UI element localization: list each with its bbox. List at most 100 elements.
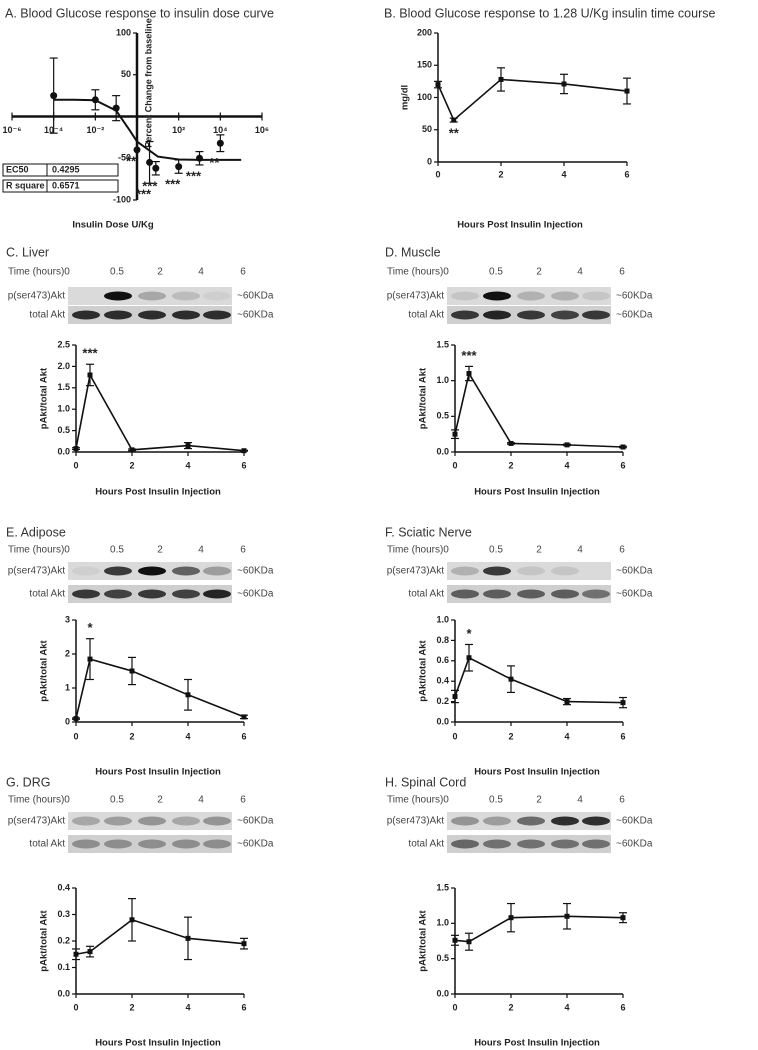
blot-band bbox=[172, 291, 200, 301]
y-tick-label: 0 bbox=[427, 156, 432, 166]
blot-band bbox=[582, 816, 610, 826]
panel-title: C. Liver bbox=[6, 245, 49, 259]
data-point bbox=[185, 443, 191, 449]
blot-band bbox=[483, 589, 511, 599]
y-tick-label: 0.4 bbox=[436, 676, 449, 686]
data-point bbox=[216, 139, 224, 147]
blot-row-label: total Akt bbox=[408, 839, 444, 850]
x-tick-label: 6 bbox=[620, 731, 625, 741]
data-point bbox=[508, 676, 514, 682]
blot-band bbox=[551, 839, 579, 849]
lane-label: 4 bbox=[577, 795, 583, 806]
data-point bbox=[564, 913, 570, 919]
blot-band bbox=[551, 816, 579, 826]
panel-title: E. Adipose bbox=[6, 525, 66, 539]
data-point bbox=[435, 82, 441, 88]
y-tick-label: 0.0 bbox=[436, 988, 449, 998]
blot-band bbox=[138, 566, 166, 576]
blot-band bbox=[203, 291, 231, 301]
lane-label: 4 bbox=[198, 267, 204, 278]
x-axis-label: Insulin Dose U/Kg bbox=[72, 220, 153, 231]
stats-value: 0.6571 bbox=[52, 180, 80, 190]
blot-row-label: total Akt bbox=[29, 310, 65, 321]
y-tick-label: 3 bbox=[65, 614, 70, 624]
y-tick-label: 0.5 bbox=[436, 953, 449, 963]
blot-band bbox=[582, 839, 610, 849]
lane-label: 6 bbox=[240, 545, 246, 556]
y-tick-label: 0.1 bbox=[57, 962, 70, 972]
x-tick-label: 6 bbox=[241, 731, 246, 741]
data-point bbox=[91, 96, 99, 104]
blot-size-label: ~60KDa bbox=[616, 291, 653, 302]
lane-label: 2 bbox=[536, 267, 542, 278]
significance-label: *** bbox=[461, 348, 477, 363]
blot-band bbox=[72, 566, 100, 576]
y-tick-label: 0.5 bbox=[436, 411, 449, 421]
blot-band bbox=[104, 566, 132, 576]
panel-title: H. Spinal Cord bbox=[385, 775, 466, 789]
y-tick-label: 1.0 bbox=[436, 918, 449, 928]
lane-label: 0 bbox=[64, 545, 70, 556]
x-tick-label: 0 bbox=[73, 1002, 78, 1012]
y-tick-label: 2.5 bbox=[57, 339, 70, 349]
blot-band bbox=[582, 291, 610, 301]
data-point bbox=[452, 937, 458, 943]
panel-title: B. Blood Glucose response to 1.28 U/Kg i… bbox=[384, 6, 715, 20]
blot-strip bbox=[447, 287, 611, 305]
lane-label: 2 bbox=[157, 267, 163, 278]
x-tick-label: 0 bbox=[73, 460, 78, 470]
data-point bbox=[564, 442, 570, 448]
stats-cell bbox=[46, 163, 119, 177]
blot-band bbox=[203, 816, 231, 826]
x-axis-label: Hours Post Insulin Injection bbox=[474, 487, 600, 498]
y-tick-label: 0.6 bbox=[436, 655, 449, 665]
blot-row-label: total Akt bbox=[408, 589, 444, 600]
y-tick-label: 1.0 bbox=[436, 375, 449, 385]
blot-band bbox=[517, 816, 545, 826]
y-tick-label: 2.0 bbox=[57, 361, 70, 371]
blot-header: Time (hours) bbox=[387, 545, 443, 556]
lane-label: 2 bbox=[157, 545, 163, 556]
blot-band bbox=[551, 291, 579, 301]
x-tick-label: 2 bbox=[129, 1002, 134, 1012]
blot-strip bbox=[68, 287, 232, 305]
data-point bbox=[466, 371, 472, 377]
lane-label: 2 bbox=[536, 545, 542, 556]
blot-size-label: ~60KDa bbox=[237, 291, 274, 302]
blot-band bbox=[517, 839, 545, 849]
stats-label: R square bbox=[6, 180, 45, 190]
blot-row-label: p(ser473)Akt bbox=[8, 816, 65, 827]
blot-band bbox=[104, 291, 132, 301]
blot-header: Time (hours) bbox=[8, 267, 64, 278]
x-tick-label: 4 bbox=[564, 460, 569, 470]
y-tick-label: 150 bbox=[417, 60, 432, 70]
x-tick-label: 2 bbox=[129, 731, 134, 741]
data-point bbox=[129, 447, 135, 453]
fit-curve bbox=[53, 98, 242, 161]
data-point bbox=[498, 76, 504, 82]
significance-label: * bbox=[87, 620, 93, 635]
data-point bbox=[73, 446, 79, 452]
x-tick-label: 4 bbox=[564, 1002, 569, 1012]
x-tick-label: 4 bbox=[564, 731, 569, 741]
y-axis-label: pAkt/total Akt bbox=[39, 367, 50, 429]
x-tick-label: 10⁴ bbox=[213, 125, 227, 135]
x-tick-label: 6 bbox=[241, 460, 246, 470]
data-point bbox=[241, 448, 247, 454]
data-point bbox=[451, 117, 457, 123]
blot-band bbox=[172, 839, 200, 849]
lane-label: 0 bbox=[64, 795, 70, 806]
significance-label: *** bbox=[82, 346, 98, 361]
significance-label: ** bbox=[209, 155, 220, 170]
blot-size-label: ~60KDa bbox=[616, 816, 653, 827]
blot-band bbox=[104, 589, 132, 599]
blot-size-label: ~60KDa bbox=[616, 310, 653, 321]
lane-label: 6 bbox=[619, 267, 625, 278]
x-tick-label: 4 bbox=[185, 460, 190, 470]
blot-band bbox=[104, 839, 132, 849]
lane-label: 2 bbox=[536, 795, 542, 806]
lane-label: 0.5 bbox=[489, 267, 503, 278]
blot-band bbox=[138, 310, 166, 320]
lane-label: 0.5 bbox=[110, 795, 124, 806]
blot-band bbox=[451, 816, 479, 826]
